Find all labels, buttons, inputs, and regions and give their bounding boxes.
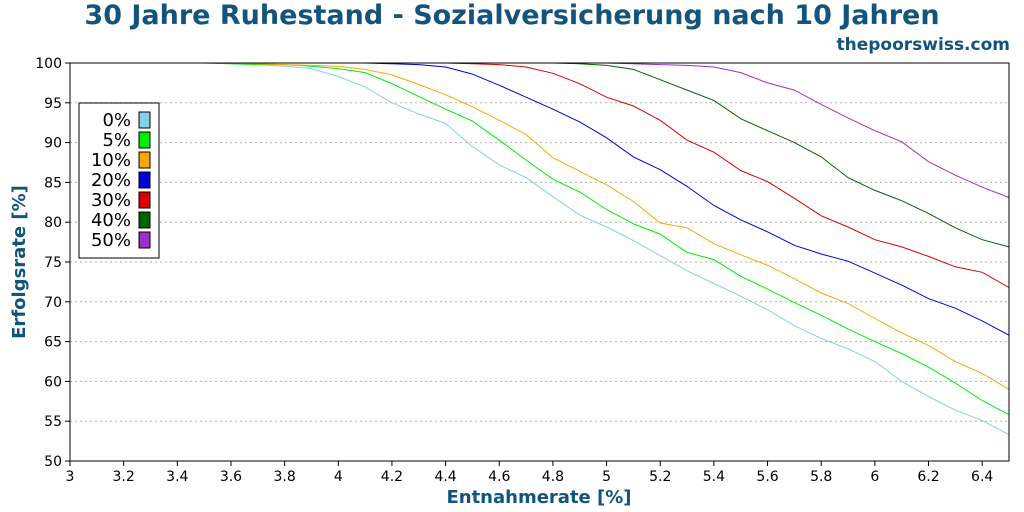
x-tick-label: 3.6 xyxy=(220,469,242,485)
grid-lines xyxy=(70,102,1009,422)
series-line-5pct xyxy=(70,62,1010,416)
legend-label: 50% xyxy=(91,230,131,251)
y-tick-label: 60 xyxy=(44,374,62,390)
y-tick-label: 55 xyxy=(44,414,62,430)
y-tick-label: 65 xyxy=(44,335,62,351)
legend-swatch xyxy=(138,151,151,169)
series-line-20pct xyxy=(70,62,1010,336)
legend-swatch xyxy=(138,211,151,229)
y-tick-label: 90 xyxy=(44,136,62,152)
x-axis-ticks: 3 3.2 3.4 3.6 3.8 4 4.2 4.4 4.6 4.8 5 5.2 5.4 5.6 5.8 6… xyxy=(66,461,993,485)
x-tick-label: 4.2 xyxy=(381,469,403,485)
y-tick-label: 95 xyxy=(44,96,62,112)
series-line-10pct xyxy=(70,62,1010,390)
legend-swatch xyxy=(138,111,151,129)
x-tick-label: 3 xyxy=(66,469,75,485)
x-tick-label: 4.6 xyxy=(488,469,510,485)
x-tick-label: 4 xyxy=(334,469,343,485)
y-axis-ticks: 50 55 60 65 70 75 80 85 90 95 100 xyxy=(35,56,70,470)
legend-label: 30% xyxy=(91,190,131,211)
chart-subtitle: thepoorswiss.com xyxy=(836,35,1011,55)
x-tick-label: 6.4 xyxy=(971,469,993,485)
x-tick-label: 5.2 xyxy=(649,469,671,485)
legend: 0%5%10%20%30%40%50% xyxy=(78,102,160,259)
x-tick-label: 5.4 xyxy=(703,469,725,485)
legend-label: 40% xyxy=(91,210,131,231)
series-line-50pct xyxy=(70,62,1010,198)
x-tick-label: 3.8 xyxy=(273,469,295,485)
x-tick-label: 5.6 xyxy=(756,469,778,485)
y-tick-label: 100 xyxy=(35,56,62,72)
legend-swatch xyxy=(138,231,151,249)
x-tick-label: 6 xyxy=(870,469,879,485)
y-axis-label: Erfolgsrate [%] xyxy=(9,185,30,339)
series-line-0pct xyxy=(70,62,1010,436)
x-tick-label: 4.8 xyxy=(542,469,564,485)
y-tick-label: 85 xyxy=(44,175,62,191)
legend-swatch xyxy=(138,191,151,209)
y-tick-label: 50 xyxy=(44,454,62,470)
x-tick-label: 3.4 xyxy=(166,469,188,485)
series-line-30pct xyxy=(70,62,1010,288)
series-lines xyxy=(70,62,1010,436)
y-tick-label: 70 xyxy=(44,295,62,311)
x-axis-label: Entnahmerate [%] xyxy=(446,487,631,508)
chart-title: 30 Jahre Ruhestand - Sozialversicherung … xyxy=(84,0,940,31)
x-tick-label: 3.2 xyxy=(113,469,135,485)
legend-label: 20% xyxy=(91,170,131,191)
y-tick-label: 75 xyxy=(44,255,62,271)
legend-label: 10% xyxy=(91,150,131,171)
series-line-40pct xyxy=(70,62,1010,248)
x-tick-label: 5.8 xyxy=(810,469,832,485)
legend-label: 5% xyxy=(102,130,131,151)
x-tick-label: 6.2 xyxy=(917,469,939,485)
legend-swatch xyxy=(138,131,151,149)
y-tick-label: 80 xyxy=(44,215,62,231)
legend-label: 0% xyxy=(102,110,131,131)
legend-swatch xyxy=(138,171,151,189)
x-tick-label: 5 xyxy=(602,469,611,485)
x-tick-label: 4.4 xyxy=(434,469,456,485)
